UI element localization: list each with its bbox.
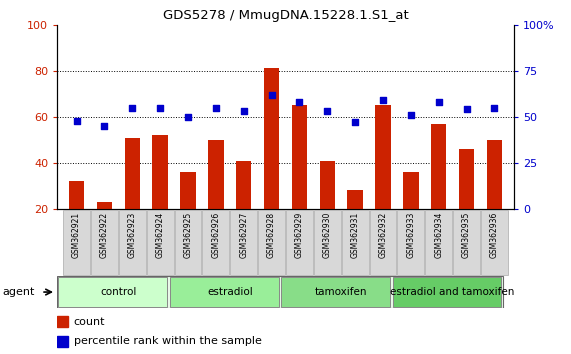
Text: GSM362934: GSM362934: [434, 212, 443, 258]
FancyBboxPatch shape: [175, 210, 202, 275]
FancyBboxPatch shape: [453, 210, 480, 275]
Text: GSM362932: GSM362932: [379, 212, 388, 258]
Text: GSM362936: GSM362936: [490, 212, 499, 258]
Text: GSM362924: GSM362924: [156, 212, 164, 258]
Point: [462, 107, 471, 112]
FancyBboxPatch shape: [230, 210, 257, 275]
FancyBboxPatch shape: [286, 210, 313, 275]
Bar: [97, 202, 112, 209]
Bar: [180, 172, 196, 209]
Text: estradiol: estradiol: [207, 287, 253, 297]
FancyBboxPatch shape: [203, 210, 229, 275]
Point: [295, 99, 304, 105]
Bar: [208, 140, 223, 209]
Bar: [375, 105, 391, 209]
Text: control: control: [100, 287, 136, 297]
Text: GSM362922: GSM362922: [100, 212, 109, 258]
Bar: [459, 149, 474, 209]
Bar: [69, 181, 85, 209]
FancyBboxPatch shape: [397, 210, 424, 275]
FancyBboxPatch shape: [481, 210, 508, 275]
FancyBboxPatch shape: [342, 210, 368, 275]
Bar: [264, 69, 279, 209]
Text: GSM362923: GSM362923: [128, 212, 137, 258]
FancyBboxPatch shape: [258, 210, 285, 275]
Text: GSM362921: GSM362921: [72, 212, 81, 258]
Point: [155, 105, 164, 110]
FancyBboxPatch shape: [170, 278, 279, 307]
Bar: [403, 172, 419, 209]
FancyBboxPatch shape: [425, 210, 452, 275]
Text: estradiol and tamoxifen: estradiol and tamoxifen: [391, 287, 515, 297]
Text: count: count: [74, 316, 105, 327]
FancyBboxPatch shape: [119, 210, 146, 275]
Text: GSM362928: GSM362928: [267, 212, 276, 258]
FancyBboxPatch shape: [369, 210, 396, 275]
Bar: [152, 135, 168, 209]
FancyBboxPatch shape: [282, 278, 390, 307]
Text: GSM362931: GSM362931: [351, 212, 360, 258]
Bar: [292, 105, 307, 209]
Text: GSM362927: GSM362927: [239, 212, 248, 258]
Bar: [57, 336, 68, 347]
Text: agent: agent: [3, 287, 35, 297]
Point: [211, 105, 220, 110]
Point: [434, 99, 443, 105]
Point: [128, 105, 137, 110]
Bar: [320, 161, 335, 209]
FancyBboxPatch shape: [393, 278, 501, 307]
Bar: [57, 316, 68, 327]
FancyBboxPatch shape: [57, 276, 502, 308]
Bar: [486, 140, 502, 209]
Text: GSM362930: GSM362930: [323, 212, 332, 258]
Text: GSM362925: GSM362925: [183, 212, 192, 258]
Point: [267, 92, 276, 98]
Point: [407, 112, 416, 118]
FancyBboxPatch shape: [314, 210, 341, 275]
FancyBboxPatch shape: [63, 210, 90, 275]
Text: percentile rank within the sample: percentile rank within the sample: [74, 336, 262, 346]
Text: GSM362926: GSM362926: [211, 212, 220, 258]
Bar: [124, 138, 140, 209]
FancyBboxPatch shape: [147, 210, 174, 275]
Point: [72, 118, 81, 123]
Text: tamoxifen: tamoxifen: [315, 287, 368, 297]
Bar: [348, 190, 363, 209]
Text: GSM362929: GSM362929: [295, 212, 304, 258]
Point: [351, 120, 360, 125]
Point: [323, 108, 332, 114]
FancyBboxPatch shape: [58, 278, 167, 307]
Point: [239, 108, 248, 114]
Bar: [236, 161, 251, 209]
Bar: [431, 124, 447, 209]
Point: [183, 114, 192, 120]
Point: [100, 123, 109, 129]
Text: GSM362933: GSM362933: [407, 212, 415, 258]
Text: GDS5278 / MmugDNA.15228.1.S1_at: GDS5278 / MmugDNA.15228.1.S1_at: [163, 9, 408, 22]
Point: [379, 97, 388, 103]
Point: [490, 105, 499, 110]
FancyBboxPatch shape: [91, 210, 118, 275]
Text: GSM362935: GSM362935: [462, 212, 471, 258]
